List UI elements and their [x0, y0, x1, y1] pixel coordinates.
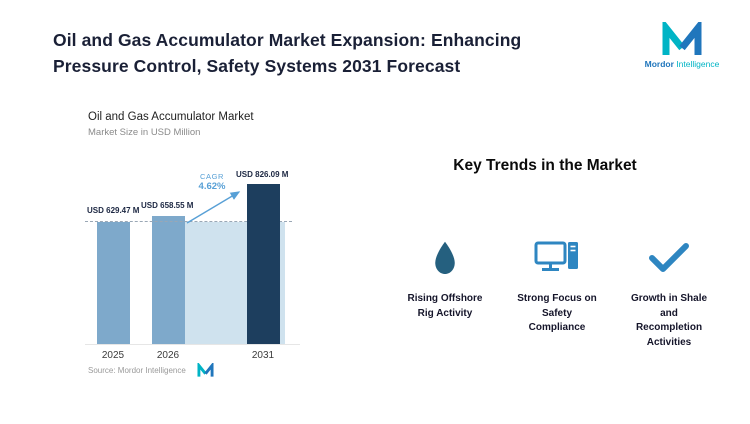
- page-title: Oil and Gas Accumulator Market Expansion…: [53, 30, 522, 77]
- bar-2026: [152, 216, 185, 344]
- mordor-intelligence-logo-icon: [660, 22, 704, 56]
- source-text: Source: Mordor Intelligence: [88, 365, 186, 375]
- trend-item-safety: Strong Focus on Safety Compliance: [505, 236, 609, 350]
- brand-name-secondary: Intelligence: [676, 59, 720, 69]
- value-label-2026: USD 658.55 M: [141, 201, 194, 210]
- x-tick-2025: 2025: [101, 350, 125, 361]
- chart-title: Oil and Gas Accumulator Market: [88, 111, 254, 123]
- trend-label: Growth in Shale and Recompletion Activit…: [630, 293, 708, 348]
- mordor-intelligence-mini-logo-icon: [196, 363, 215, 377]
- brand-block: Mordor Intelligence: [642, 22, 722, 69]
- growth-arrow-icon: [186, 191, 241, 224]
- x-tick-2031: 2031: [251, 350, 275, 361]
- brand-name-primary: Mordor: [644, 59, 674, 69]
- cagr-annotation: CAGR 4.62%: [188, 172, 236, 192]
- bar-2031: [247, 184, 280, 344]
- x-tick-2026: 2026: [156, 350, 180, 361]
- source-row: Source: Mordor Intelligence: [88, 363, 215, 377]
- brand-name: Mordor Intelligence: [645, 59, 720, 69]
- trend-label: Strong Focus on Safety Compliance: [517, 293, 597, 333]
- water-drop-icon: [432, 236, 458, 280]
- trends-row: Rising Offshore Rig Activity Strong Focu…: [393, 236, 721, 350]
- bar-2025: [97, 222, 130, 344]
- trend-item-shale: Growth in Shale and Recompletion Activit…: [617, 236, 721, 350]
- value-label-2031: USD 826.09 M: [236, 170, 289, 179]
- cagr-value: 4.62%: [198, 181, 226, 192]
- chart-subtitle: Market Size in USD Million: [88, 127, 201, 138]
- value-label-2025: USD 629.47 M: [87, 206, 140, 215]
- trend-item-offshore: Rising Offshore Rig Activity: [393, 236, 497, 350]
- cagr-label: CAGR: [199, 172, 225, 181]
- trend-label: Rising Offshore Rig Activity: [407, 293, 483, 319]
- checkmark-icon: [648, 236, 690, 280]
- desktop-computer-icon: [534, 236, 580, 280]
- trends-heading: Key Trends in the Market: [453, 157, 637, 174]
